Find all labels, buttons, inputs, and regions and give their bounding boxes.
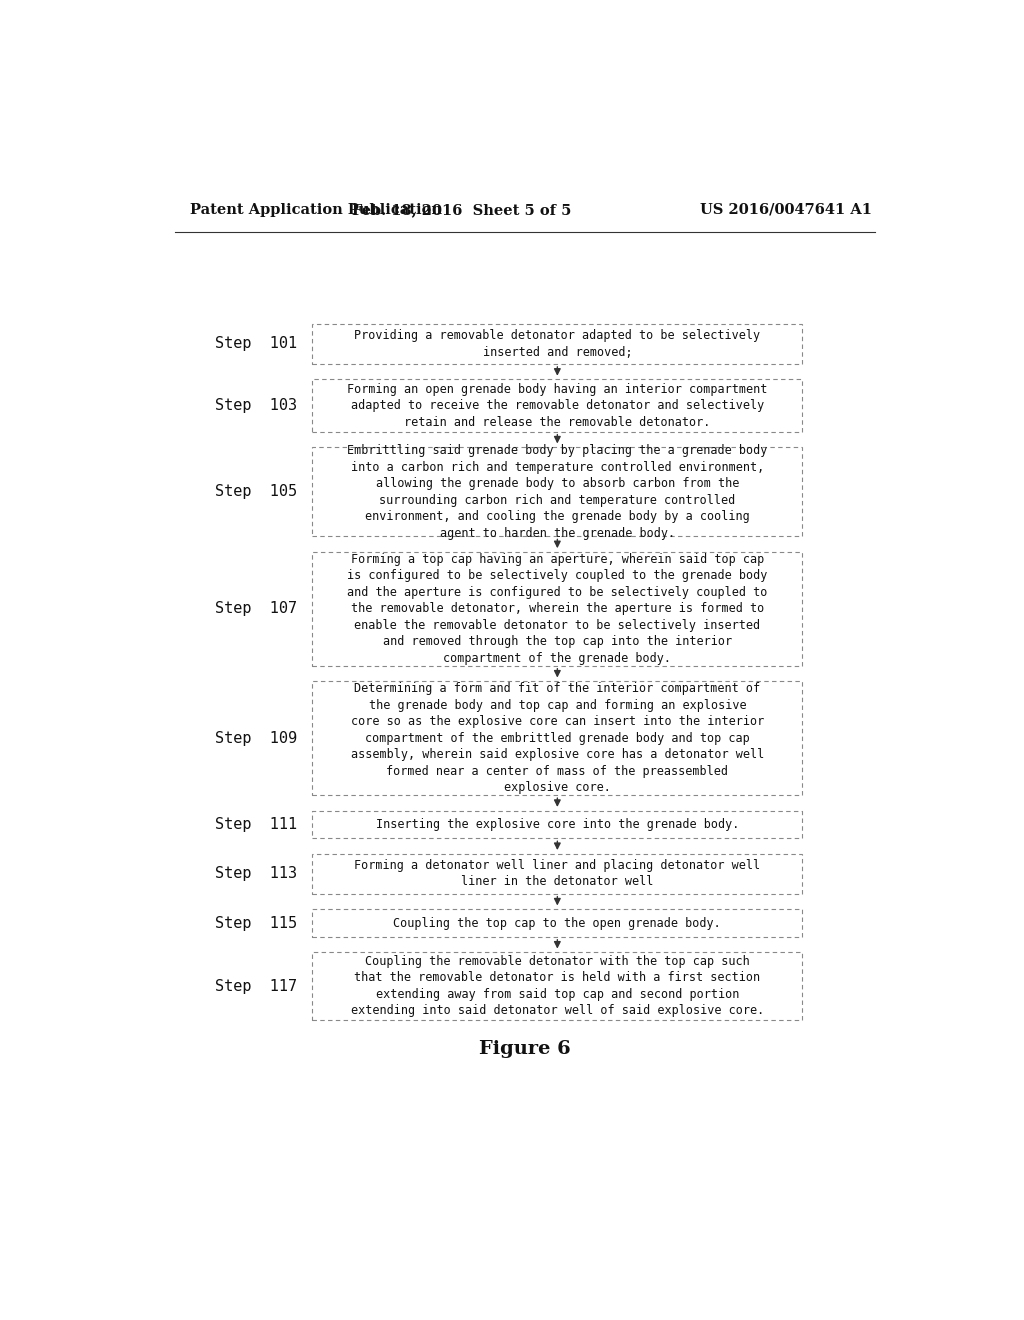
Text: Patent Application Publication: Patent Application Publication xyxy=(190,203,442,216)
Text: Step  105: Step 105 xyxy=(215,484,297,499)
Text: Providing a removable detonator adapted to be selectively
inserted and removed;: Providing a removable detonator adapted … xyxy=(354,329,761,359)
Text: Determining a form and fit of the interior compartment of
the grenade body and t: Determining a form and fit of the interi… xyxy=(351,682,764,795)
Text: US 2016/0047641 A1: US 2016/0047641 A1 xyxy=(700,203,872,216)
Text: Step  113: Step 113 xyxy=(215,866,297,882)
Text: Step  109: Step 109 xyxy=(215,731,297,746)
Text: Step  107: Step 107 xyxy=(215,602,297,616)
Text: Coupling the removable detonator with the top cap such
that the removable detona: Coupling the removable detonator with th… xyxy=(351,954,764,1018)
Bar xyxy=(312,854,802,894)
Text: Forming a top cap having an aperture, wherein said top cap
is configured to be s: Forming a top cap having an aperture, wh… xyxy=(347,553,768,665)
Bar xyxy=(312,447,802,536)
Text: Forming an open grenade body having an interior compartment
adapted to receive t: Forming an open grenade body having an i… xyxy=(347,383,768,429)
Bar xyxy=(312,323,802,364)
Text: Step  117: Step 117 xyxy=(215,978,297,994)
Text: Inserting the explosive core into the grenade body.: Inserting the explosive core into the gr… xyxy=(376,818,739,832)
Text: Embrittling said grenade body by placing the a grenade body
into a carbon rich a: Embrittling said grenade body by placing… xyxy=(347,444,768,540)
Bar xyxy=(312,379,802,432)
Bar xyxy=(312,810,802,838)
Text: Step  101: Step 101 xyxy=(215,337,297,351)
Text: Step  111: Step 111 xyxy=(215,817,297,832)
Text: Coupling the top cap to the open grenade body.: Coupling the top cap to the open grenade… xyxy=(393,916,721,929)
Bar xyxy=(312,952,802,1020)
Text: Figure 6: Figure 6 xyxy=(479,1040,570,1059)
Text: Feb. 18, 2016  Sheet 5 of 5: Feb. 18, 2016 Sheet 5 of 5 xyxy=(351,203,571,216)
Text: Forming a detonator well liner and placing detonator well
liner in the detonator: Forming a detonator well liner and placi… xyxy=(354,859,761,888)
Bar xyxy=(312,552,802,665)
Text: Step  115: Step 115 xyxy=(215,916,297,931)
Bar xyxy=(312,909,802,937)
Text: Step  103: Step 103 xyxy=(215,399,297,413)
Bar xyxy=(312,681,802,795)
